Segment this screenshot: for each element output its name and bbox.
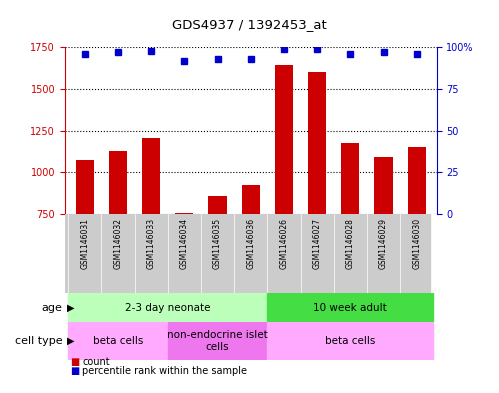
Text: beta cells: beta cells [93, 336, 143, 346]
Text: GSM1146036: GSM1146036 [246, 218, 255, 269]
Text: GSM1146035: GSM1146035 [213, 218, 222, 269]
Bar [109, 151, 127, 214]
Text: GSM1146026: GSM1146026 [279, 218, 288, 269]
Text: GSM1146034: GSM1146034 [180, 218, 189, 269]
Bar [308, 72, 326, 214]
Text: ▶: ▶ [67, 336, 75, 346]
Bar [168, 322, 267, 360]
Bar [408, 147, 426, 214]
Text: GSM1146028: GSM1146028 [346, 218, 355, 269]
Bar [242, 185, 260, 214]
Text: GSM1146031: GSM1146031 [80, 218, 89, 269]
Text: GSM1146033: GSM1146033 [147, 218, 156, 269]
Bar [175, 213, 194, 214]
Bar [341, 143, 359, 214]
Text: GSM1146032: GSM1146032 [113, 218, 122, 269]
Text: GSM1146030: GSM1146030 [412, 218, 421, 269]
Text: 10 week adult: 10 week adult [313, 303, 387, 312]
Text: GDS4937 / 1392453_at: GDS4937 / 1392453_at [172, 18, 327, 31]
Bar [142, 138, 160, 214]
Bar [209, 196, 227, 214]
Text: ■: ■ [70, 356, 79, 367]
Bar [374, 157, 393, 214]
Text: age: age [41, 303, 62, 312]
Text: GSM1146029: GSM1146029 [379, 218, 388, 269]
Text: GSM1146027: GSM1146027 [313, 218, 322, 269]
Text: ■: ■ [70, 366, 79, 376]
Bar [76, 160, 94, 214]
Text: cell type: cell type [15, 336, 62, 346]
Text: percentile rank within the sample: percentile rank within the sample [82, 366, 248, 376]
Bar [275, 65, 293, 214]
Text: ▶: ▶ [67, 303, 75, 312]
Bar [68, 322, 168, 360]
Text: 2-3 day neonate: 2-3 day neonate [125, 303, 211, 312]
Text: beta cells: beta cells [325, 336, 376, 346]
Text: non-endocrine islet
cells: non-endocrine islet cells [167, 330, 268, 352]
Bar [68, 293, 267, 322]
Bar [267, 322, 433, 360]
Bar [267, 293, 433, 322]
Text: count: count [82, 356, 110, 367]
